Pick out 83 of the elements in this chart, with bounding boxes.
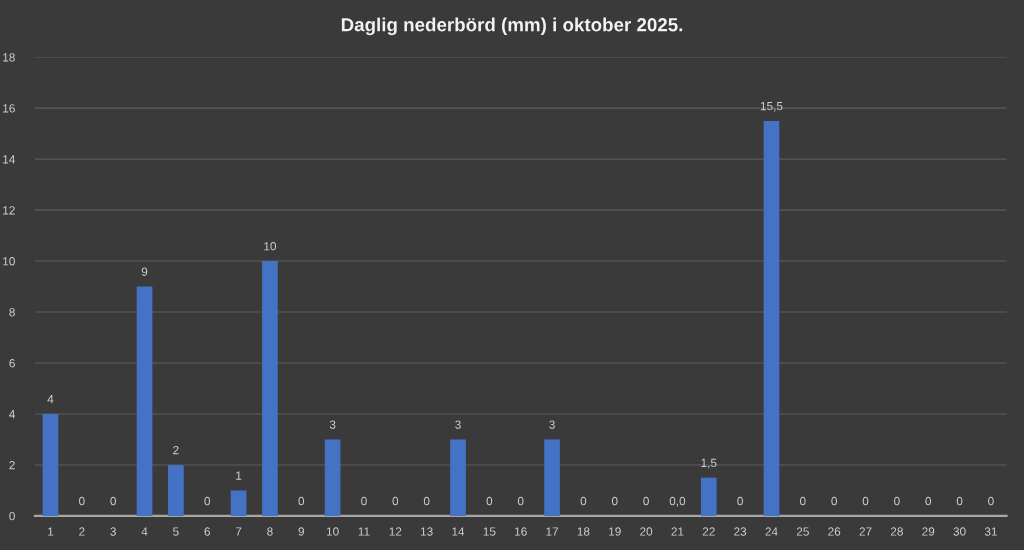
x-tick-label: 15 xyxy=(483,527,496,536)
x-tick-label: 13 xyxy=(421,527,433,536)
data-label: 0 xyxy=(800,496,806,506)
x-tick-label: 20 xyxy=(640,527,653,536)
y-tick-label: 8 xyxy=(9,308,15,317)
x-tick-label: 31 xyxy=(984,527,997,536)
x-tick-label: 22 xyxy=(702,527,715,536)
x-tick-label: 19 xyxy=(609,527,621,536)
x-tick-label: 11 xyxy=(358,527,370,536)
data-label: 0 xyxy=(204,496,211,506)
y-tick-label: 16 xyxy=(3,104,15,113)
data-label: 0 xyxy=(925,496,932,506)
x-tick-label: 16 xyxy=(515,527,527,536)
y-tick-label: 12 xyxy=(3,206,15,215)
x-tick-label: 23 xyxy=(734,527,747,536)
bar xyxy=(136,286,153,516)
x-tick-label: 29 xyxy=(922,527,935,536)
data-label: 0 xyxy=(110,496,117,506)
data-label: 3 xyxy=(549,420,555,429)
x-tick-label: 6 xyxy=(204,527,210,536)
y-tick-label: 0 xyxy=(9,511,15,521)
data-label: 0 xyxy=(956,496,963,506)
data-label: 0 xyxy=(988,496,994,506)
x-tick-label: 18 xyxy=(577,527,590,536)
x-tick-label: 3 xyxy=(110,527,116,536)
x-tick-label: 28 xyxy=(890,527,903,536)
x-tick-label: 24 xyxy=(765,527,778,536)
data-label: 0 xyxy=(611,496,618,506)
x-tick-label: 1 xyxy=(48,527,54,536)
bar xyxy=(700,477,717,516)
data-label: 0 xyxy=(894,496,900,506)
x-tick-label: 5 xyxy=(173,527,179,536)
x-tick-label: 8 xyxy=(267,527,273,536)
data-label: 0 xyxy=(79,496,85,506)
data-label: 0 xyxy=(486,496,493,506)
data-label: 0 xyxy=(831,496,837,506)
x-tick-label: 7 xyxy=(235,527,242,536)
y-tick-label: 18 xyxy=(3,53,15,62)
bar xyxy=(324,439,341,516)
data-label: 0 xyxy=(737,496,743,506)
data-label: 1,5 xyxy=(701,458,717,469)
bar xyxy=(42,413,59,516)
data-label: 0 xyxy=(361,496,367,506)
y-tick-label: 2 xyxy=(9,460,15,470)
x-tick-label: 27 xyxy=(859,527,872,536)
bar xyxy=(763,120,780,516)
data-label: 0 xyxy=(392,496,399,506)
x-tick-label: 30 xyxy=(953,527,966,536)
x-tick-label: 21 xyxy=(671,527,684,536)
data-label: 4 xyxy=(47,395,54,404)
chart-title: Daglig nederbörd (mm) i oktober 2025. xyxy=(341,17,683,36)
y-tick-label: 10 xyxy=(3,257,15,266)
data-label: 0 xyxy=(862,496,869,506)
x-tick-label: 4 xyxy=(141,527,148,536)
y-tick-label: 14 xyxy=(3,155,16,164)
data-label: 2 xyxy=(173,445,179,455)
x-tick-label: 14 xyxy=(452,527,465,536)
data-label: 15,5 xyxy=(760,102,783,112)
data-label: 0 xyxy=(643,496,649,506)
x-tick-label: 9 xyxy=(298,527,304,536)
data-label: 3 xyxy=(329,420,336,429)
data-label: 0 xyxy=(580,496,587,506)
y-tick-label: 6 xyxy=(9,359,15,368)
x-tick-label: 17 xyxy=(546,527,559,536)
bar xyxy=(168,464,184,516)
x-tick-label: 26 xyxy=(828,527,841,536)
data-label: 3 xyxy=(455,420,461,429)
x-tick-label: 12 xyxy=(389,527,402,536)
data-label: 1 xyxy=(236,471,242,480)
data-label: 9 xyxy=(141,267,148,276)
data-label: 0 xyxy=(517,496,524,506)
data-label: 0,0 xyxy=(669,496,686,507)
bar xyxy=(230,490,247,516)
data-label: 0 xyxy=(298,496,305,506)
x-tick-label: 10 xyxy=(326,527,339,536)
x-tick-label: 25 xyxy=(796,527,809,536)
bar xyxy=(262,261,278,516)
data-label: 0 xyxy=(423,496,430,506)
y-tick-label: 4 xyxy=(9,410,16,419)
x-tick-label: 2 xyxy=(79,527,85,536)
bar xyxy=(450,439,466,516)
bar xyxy=(544,439,560,516)
data-label: 10 xyxy=(264,242,277,251)
